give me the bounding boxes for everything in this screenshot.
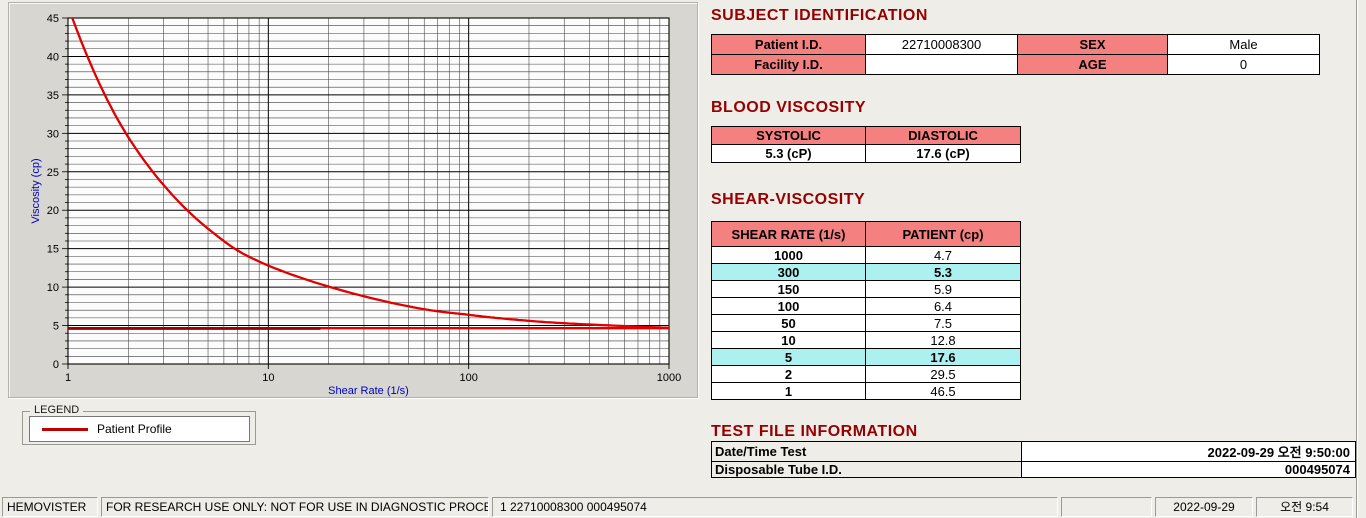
- svg-text:Shear Rate (1/s): Shear Rate (1/s): [328, 385, 409, 397]
- svg-text:10: 10: [262, 372, 274, 384]
- shear-rate-cell: 150: [711, 280, 866, 298]
- status-bar: HEMOVISTER FOR RESEARCH USE ONLY: NOT FO…: [0, 494, 1366, 518]
- blood-viscosity-table: SYSTOLIC DIASTOLIC 5.3 (cP) 17.6 (cP): [711, 126, 1021, 163]
- table-row: 5 17.6: [711, 348, 1021, 366]
- svg-text:40: 40: [47, 51, 59, 63]
- shear-rate-cell: 1: [711, 382, 866, 400]
- patient-viscosity-cell: 5.3: [865, 263, 1021, 281]
- table-row: Date/Time Test 2022-09-29 오전 9:50:00: [711, 441, 1356, 462]
- patient-viscosity-cell: 46.5: [865, 382, 1021, 400]
- patient-viscosity-cell: 29.5: [865, 365, 1021, 383]
- status-research-notice: FOR RESEARCH USE ONLY: NOT FOR USE IN DI…: [101, 497, 489, 517]
- diastolic-value: 17.6 (cP): [865, 144, 1021, 163]
- svg-text:1000: 1000: [657, 372, 681, 384]
- legend-series-label: Patient Profile: [97, 422, 172, 436]
- shear-rate-column-header: SHEAR RATE (1/s): [711, 221, 866, 247]
- svg-text:0: 0: [53, 359, 59, 371]
- date-time-test-value: 2022-09-29 오전 9:50:00: [1021, 441, 1356, 462]
- disposable-tube-id-value: 000495074: [1021, 461, 1356, 478]
- svg-text:45: 45: [47, 13, 59, 25]
- shear-rate-cell: 300: [711, 263, 866, 281]
- shear-rate-cell: 1000: [711, 246, 866, 264]
- table-header-row: SHEAR RATE (1/s) PATIENT (cp): [711, 221, 1021, 247]
- disposable-tube-id-label: Disposable Tube I.D.: [711, 461, 1022, 478]
- patient-viscosity-cell: 17.6: [865, 348, 1021, 366]
- table-row: 50 7.5: [711, 314, 1021, 332]
- shear-rate-cell: 50: [711, 314, 866, 332]
- patient-column-header: PATIENT (cp): [865, 221, 1021, 247]
- table-row: 2 29.5: [711, 365, 1021, 383]
- subject-identification-table: Patient I.D. 22710008300 SEX Male Facili…: [711, 34, 1320, 75]
- patient-viscosity-cell: 5.9: [865, 280, 1021, 298]
- patient-id-value: 22710008300: [865, 34, 1018, 55]
- patient-viscosity-cell: 7.5: [865, 314, 1021, 332]
- table-row: 1000 4.7: [711, 246, 1021, 264]
- test-file-information-title: TEST FILE INFORMATION: [711, 423, 918, 440]
- svg-text:15: 15: [47, 244, 59, 256]
- table-row: 5.3 (cP) 17.6 (cP): [711, 144, 1021, 163]
- age-value: 0: [1167, 54, 1320, 75]
- svg-text:100: 100: [459, 372, 477, 384]
- svg-text:20: 20: [47, 205, 59, 217]
- table-row: 150 5.9: [711, 280, 1021, 298]
- svg-text:1: 1: [65, 372, 71, 384]
- table-row: SYSTOLIC DIASTOLIC: [711, 126, 1021, 145]
- viscosity-chart: 0 5 10 15 20 25 30 35 40 45 1 10 100 1000 Shear Rate (…: [30, 13, 681, 397]
- status-empty-pane: [1061, 497, 1152, 517]
- svg-text:10: 10: [47, 282, 59, 294]
- shear-rate-cell: 2: [711, 365, 866, 383]
- shear-viscosity-title: SHEAR-VISCOSITY: [711, 191, 866, 208]
- svg-text:5: 5: [53, 321, 59, 333]
- patient-viscosity-cell: 4.7: [865, 246, 1021, 264]
- table-row: Patient I.D. 22710008300 SEX Male: [711, 34, 1320, 55]
- shear-rate-cell: 100: [711, 297, 866, 315]
- status-time: 오전 9:54: [1256, 497, 1353, 517]
- legend-frame: LEGEND Patient Profile: [22, 404, 256, 445]
- status-app-name: HEMOVISTER: [2, 497, 98, 517]
- svg-text:30: 30: [47, 128, 59, 140]
- systolic-value: 5.3 (cP): [711, 144, 866, 163]
- age-label: AGE: [1017, 54, 1168, 75]
- blood-viscosity-title: BLOOD VISCOSITY: [711, 99, 867, 116]
- viscosity-chart-panel: 0 5 10 15 20 25 30 35 40 45 1 10 100 1000 Shear Rate (…: [8, 2, 698, 398]
- facility-id-label: Facility I.D.: [711, 54, 866, 75]
- systolic-header: SYSTOLIC: [711, 126, 866, 145]
- sex-label: SEX: [1017, 34, 1168, 55]
- table-row: 300 5.3: [711, 263, 1021, 281]
- status-test-info: 1 22710008300 000495074: [492, 497, 1058, 517]
- date-time-test-label: Date/Time Test: [711, 441, 1022, 462]
- patient-viscosity-cell: 12.8: [865, 331, 1021, 349]
- table-row: Disposable Tube I.D. 000495074: [711, 461, 1356, 478]
- window-right-edge: [1356, 0, 1358, 518]
- test-file-information-table: Date/Time Test 2022-09-29 오전 9:50:00 Dis…: [711, 441, 1356, 478]
- subject-identification-title: SUBJECT IDENTIFICATION: [711, 7, 928, 24]
- shear-rate-cell: 5: [711, 348, 866, 366]
- status-date: 2022-09-29: [1155, 497, 1253, 517]
- table-row: 100 6.4: [711, 297, 1021, 315]
- table-row: 10 12.8: [711, 331, 1021, 349]
- svg-text:35: 35: [47, 90, 59, 102]
- shear-viscosity-table: SHEAR RATE (1/s) PATIENT (cp) 1000 4.7 300…: [711, 221, 1021, 400]
- facility-id-value: [865, 54, 1018, 75]
- legend-box: Patient Profile: [29, 416, 250, 442]
- svg-text:25: 25: [47, 167, 59, 179]
- table-row: 1 46.5: [711, 382, 1021, 400]
- diastolic-header: DIASTOLIC: [865, 126, 1021, 145]
- patient-viscosity-cell: 6.4: [865, 297, 1021, 315]
- shear-rate-cell: 10: [711, 331, 866, 349]
- legend-title: LEGEND: [30, 404, 84, 416]
- patient-id-label: Patient I.D.: [711, 34, 866, 55]
- sex-value: Male: [1167, 34, 1320, 55]
- table-row: Facility I.D. AGE 0: [711, 54, 1320, 75]
- svg-text:Viscosity (cp): Viscosity (cp): [30, 158, 42, 223]
- legend-line-swatch: [42, 427, 88, 431]
